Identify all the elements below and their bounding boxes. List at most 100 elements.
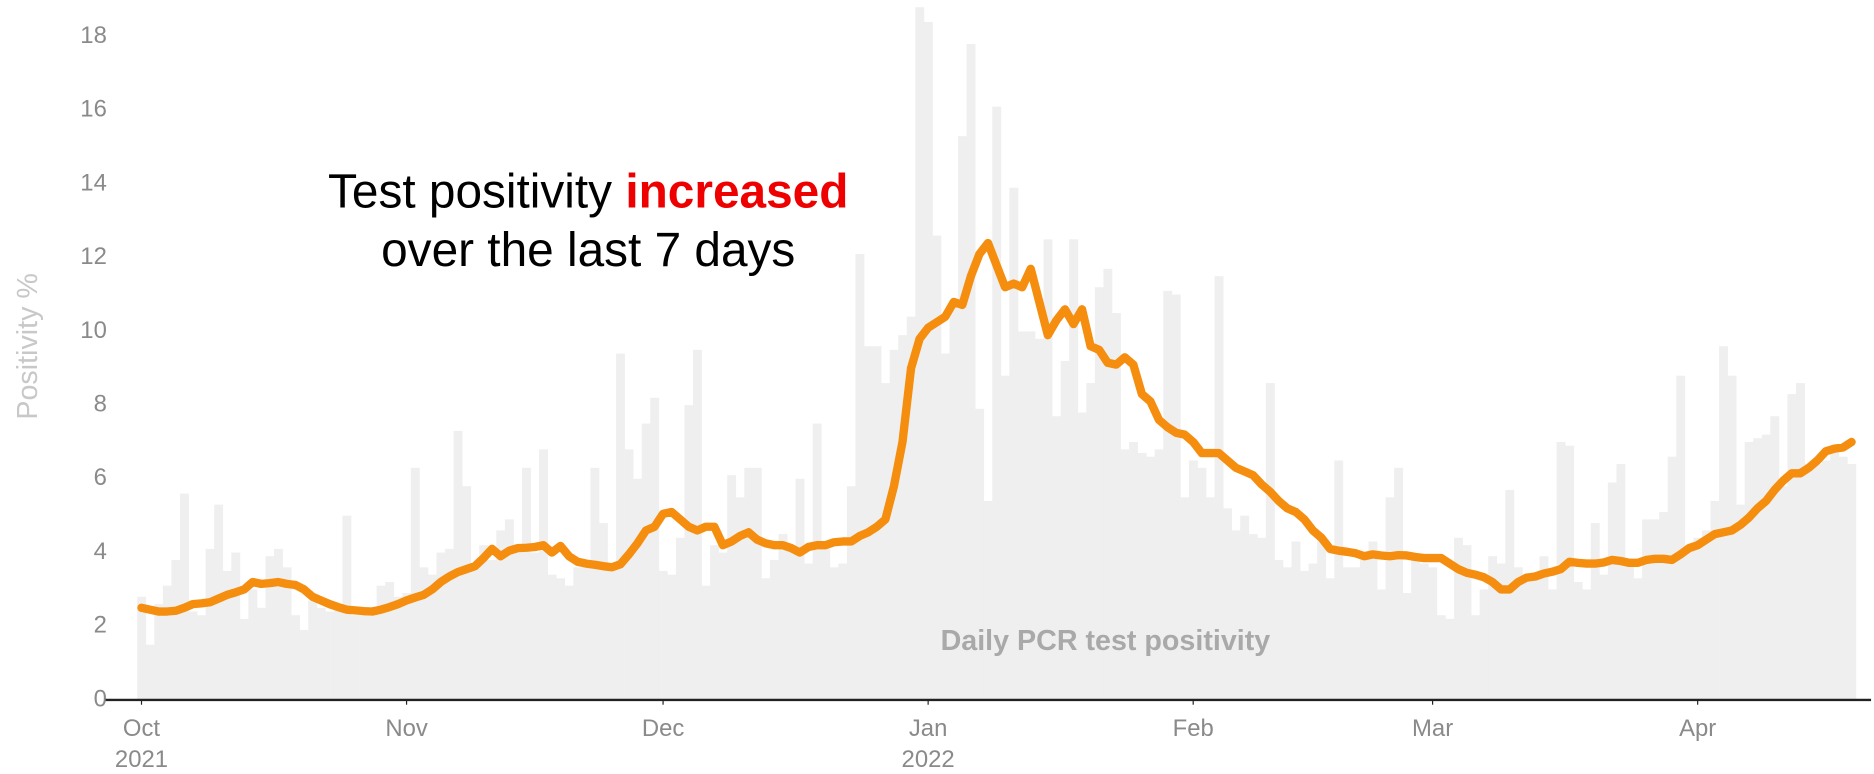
bar bbox=[556, 578, 566, 700]
bar bbox=[1445, 618, 1455, 700]
bar bbox=[350, 615, 360, 700]
bar bbox=[915, 7, 925, 700]
bar bbox=[1624, 559, 1634, 700]
bar bbox=[1719, 346, 1728, 700]
bar bbox=[1069, 239, 1079, 700]
bar bbox=[607, 567, 617, 700]
x-tick-year: 2021 bbox=[115, 746, 168, 773]
bar bbox=[1402, 593, 1412, 700]
bar bbox=[1795, 383, 1805, 700]
bar bbox=[1530, 574, 1540, 700]
bar bbox=[624, 449, 634, 700]
y-tick-label: 10 bbox=[80, 317, 107, 344]
bar bbox=[470, 567, 480, 700]
bar bbox=[752, 467, 762, 700]
bar bbox=[1436, 615, 1446, 700]
bar bbox=[1154, 449, 1164, 700]
bar bbox=[735, 497, 745, 700]
bar bbox=[402, 593, 412, 700]
bar bbox=[539, 449, 548, 700]
bar bbox=[504, 519, 514, 700]
bar bbox=[1659, 512, 1669, 700]
bar bbox=[778, 534, 788, 700]
y-tick-label: 6 bbox=[94, 464, 107, 491]
bar bbox=[316, 607, 326, 700]
bar bbox=[1385, 497, 1395, 700]
bar bbox=[171, 559, 181, 700]
bar bbox=[744, 467, 754, 700]
bar bbox=[616, 353, 625, 700]
bar bbox=[1744, 441, 1754, 700]
bar bbox=[1590, 523, 1600, 700]
bar bbox=[1120, 449, 1130, 700]
bar bbox=[1667, 456, 1677, 700]
bar bbox=[1838, 456, 1848, 700]
annotation-text: Test positivity bbox=[328, 165, 612, 218]
y-tick-label: 2 bbox=[94, 612, 107, 639]
y-tick-label: 0 bbox=[94, 685, 107, 712]
bar bbox=[1111, 313, 1121, 700]
bar bbox=[1778, 486, 1788, 700]
bar bbox=[1710, 500, 1720, 700]
bar bbox=[667, 574, 677, 700]
bar bbox=[932, 235, 942, 700]
bar bbox=[154, 604, 164, 700]
bar bbox=[564, 585, 574, 700]
bar bbox=[855, 254, 865, 700]
bar bbox=[453, 430, 463, 700]
bar bbox=[812, 423, 822, 700]
y-tick-label: 16 bbox=[80, 96, 107, 123]
bar bbox=[1359, 556, 1369, 700]
bar bbox=[769, 559, 779, 700]
bar bbox=[239, 618, 249, 700]
y-tick-label: 12 bbox=[80, 243, 107, 270]
bar bbox=[1684, 548, 1694, 700]
bar bbox=[513, 548, 523, 700]
bar bbox=[308, 600, 318, 700]
bar bbox=[1300, 570, 1309, 700]
bar bbox=[718, 552, 728, 700]
bar bbox=[1026, 331, 1036, 700]
bar bbox=[197, 615, 206, 700]
bar bbox=[675, 537, 685, 700]
bar bbox=[1163, 290, 1173, 700]
bar bbox=[633, 478, 643, 700]
bar bbox=[1453, 537, 1463, 700]
bar bbox=[1043, 239, 1053, 700]
bar bbox=[547, 574, 557, 700]
bar bbox=[256, 607, 266, 700]
series-label: Daily PCR test positivity bbox=[941, 625, 1271, 657]
bar bbox=[1471, 615, 1480, 700]
bar bbox=[1137, 453, 1147, 700]
bar bbox=[1223, 508, 1233, 700]
bar bbox=[376, 585, 386, 700]
bar bbox=[1009, 187, 1019, 700]
bar bbox=[983, 500, 993, 700]
bar bbox=[1787, 394, 1797, 700]
bar bbox=[1565, 445, 1575, 700]
bar bbox=[222, 570, 232, 700]
bar bbox=[1599, 574, 1609, 700]
bar bbox=[1770, 416, 1780, 700]
bar bbox=[368, 607, 377, 700]
bar bbox=[1813, 464, 1822, 700]
bar bbox=[1701, 530, 1711, 700]
bar bbox=[1291, 541, 1301, 700]
bar bbox=[282, 567, 292, 700]
bar bbox=[1060, 360, 1070, 700]
annotation: Test positivity increased bbox=[328, 165, 848, 218]
bar bbox=[231, 552, 241, 700]
bar bbox=[598, 523, 608, 700]
bar bbox=[821, 548, 831, 700]
bar bbox=[684, 405, 694, 700]
bar bbox=[188, 611, 198, 700]
bar bbox=[1761, 434, 1771, 700]
bar bbox=[1479, 589, 1489, 700]
bar bbox=[1308, 563, 1318, 700]
x-tick-label: Nov bbox=[385, 715, 428, 742]
bar bbox=[1257, 537, 1267, 700]
bar bbox=[1804, 464, 1814, 700]
bar bbox=[975, 408, 985, 700]
bar bbox=[940, 353, 950, 700]
